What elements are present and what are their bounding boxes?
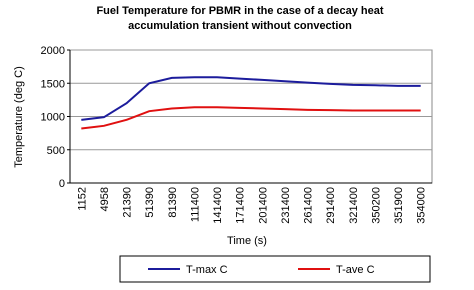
y-tick-label: 1000: [41, 112, 65, 124]
x-tick-label: 350200: [370, 187, 382, 224]
y-tick-label: 0: [59, 178, 65, 190]
x-tick-label: 171400: [235, 187, 247, 224]
x-tick-label: 354000: [416, 187, 428, 224]
x-tick-label: 261400: [303, 187, 315, 224]
x-tick-label: 51390: [144, 187, 156, 218]
line-series: [81, 106, 421, 130]
chart-subtitle: accumulation transient without convectio…: [128, 20, 352, 32]
x-tick-label: 81390: [167, 187, 179, 218]
x-tick-label: 351900: [393, 187, 405, 224]
legend-label: T-max C: [186, 264, 228, 276]
y-axis-label: Temperature (deg C): [13, 66, 25, 168]
y-tick-label: 2000: [41, 45, 65, 57]
x-tick-label: 201400: [257, 187, 269, 224]
y-tick-label: 1500: [41, 78, 65, 90]
x-tick-label: 321400: [348, 187, 360, 224]
x-tick-label: 1152: [76, 187, 88, 211]
x-tick-label: 231400: [280, 187, 292, 224]
x-tick-label: 4958: [99, 187, 111, 211]
x-tick-label: 111400: [189, 187, 201, 222]
legend-label: T-ave C: [336, 264, 375, 276]
y-tick-label: 500: [47, 145, 65, 157]
x-tick-label: 141400: [212, 187, 224, 224]
x-tick-label: 291400: [325, 187, 337, 224]
x-axis-label: Time (s): [227, 235, 267, 247]
line-series: [81, 76, 421, 121]
x-tick-label: 21390: [122, 187, 134, 218]
chart-title: Fuel Temperature for PBMR in the case of…: [96, 5, 383, 17]
